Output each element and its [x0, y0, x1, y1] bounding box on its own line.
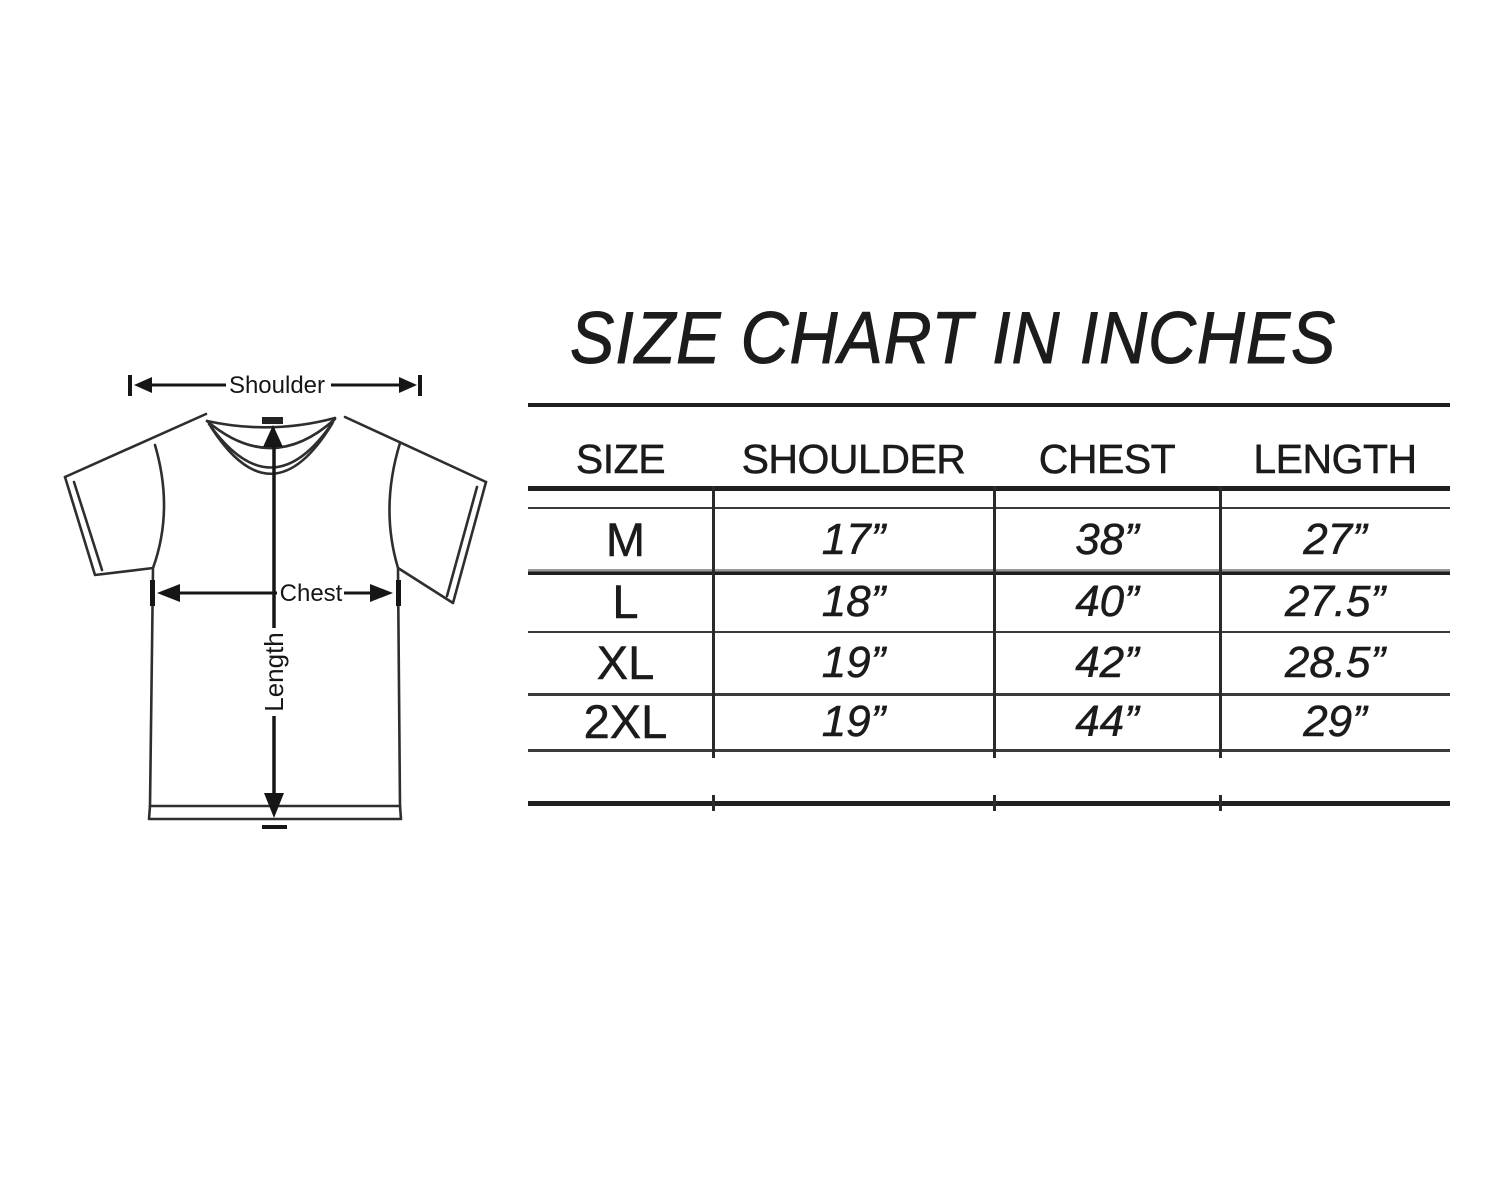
shoulder-cell: 19”: [821, 697, 886, 747]
table-rule: [528, 569, 1450, 575]
table-rule-bottom: [528, 801, 1450, 806]
column-header-size: SIZE: [575, 436, 666, 483]
table-divider-tick: [993, 795, 996, 811]
chest-cell: 42”: [1075, 638, 1139, 688]
chest-label: Chest: [280, 580, 343, 607]
length-cell: 27.5”: [1284, 577, 1386, 627]
size-cell: XL: [596, 636, 655, 690]
table-column-divider: [712, 486, 715, 758]
table-rule-top: [528, 403, 1450, 407]
size-cell: 2XL: [583, 695, 668, 749]
chest-cell: 44”: [1075, 697, 1139, 747]
column-header-shoulder: SHOULDER: [741, 436, 966, 483]
chest-cell: 40”: [1075, 577, 1139, 627]
column-header-length: LENGTH: [1253, 436, 1417, 483]
table-rule: [528, 693, 1450, 696]
table-column-divider: [993, 486, 996, 758]
length-cell: 28.5”: [1284, 638, 1386, 688]
table-rule: [528, 749, 1450, 752]
length-measure-arrow: [262, 425, 287, 829]
collar-tab: [262, 417, 283, 424]
table-divider-tick: [712, 795, 715, 811]
length-label: Length: [259, 632, 289, 712]
table-rule-header: [528, 486, 1450, 491]
chest-cell: 38”: [1075, 515, 1139, 565]
table-rule: [528, 631, 1450, 633]
size-cell: L: [612, 575, 639, 629]
tshirt-outline: [63, 412, 488, 821]
size-cell: M: [605, 513, 646, 567]
length-cell: 29”: [1303, 697, 1367, 747]
table-divider-tick: [1219, 795, 1222, 811]
column-header-chest: CHEST: [1038, 436, 1176, 483]
page-title: SIZE CHART IN INCHES: [570, 298, 1337, 379]
chest-measure-arrow: [150, 580, 401, 606]
table-column-divider: [1219, 486, 1222, 758]
shoulder-measure-arrow: [128, 375, 422, 396]
shoulder-label: Shoulder: [229, 372, 325, 399]
shoulder-cell: 17”: [821, 515, 886, 565]
shoulder-cell: 19”: [821, 638, 886, 688]
shoulder-cell: 18”: [821, 577, 886, 627]
table-rule: [528, 507, 1450, 509]
length-cell: 27”: [1303, 515, 1367, 565]
